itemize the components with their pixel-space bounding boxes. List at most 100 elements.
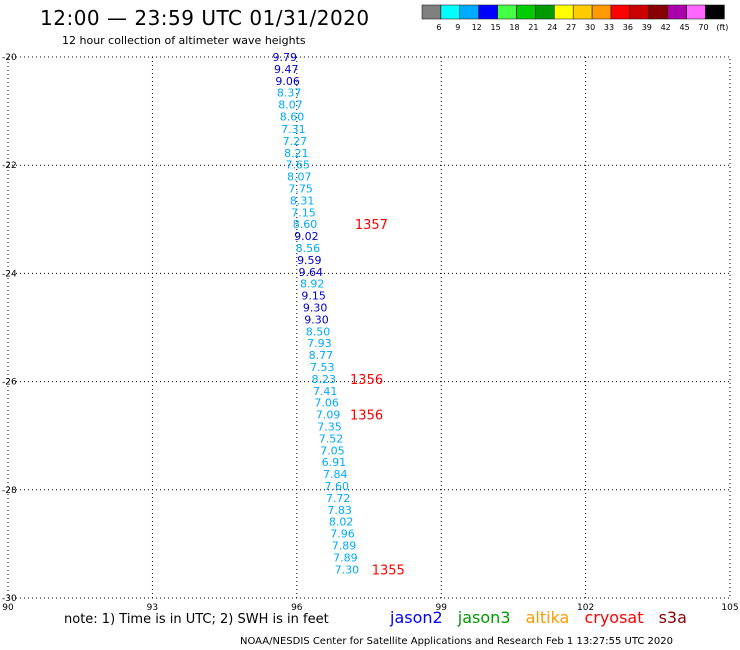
satellite-legend: jason2 jason3 altika cryosat s3a: [390, 608, 697, 627]
wave-height-label: 9.30: [303, 301, 328, 314]
legend-item-cryosat: cryosat: [584, 608, 644, 627]
colorbar-tick-label: 45: [680, 23, 690, 32]
x-tick-label: 105: [721, 603, 738, 613]
colorbar-tick-label: 24: [547, 23, 557, 32]
data-points: 9.799.479.068.378.078.607.317.278.217.65…: [273, 51, 360, 576]
colorbar-tick-label: 18: [509, 23, 519, 32]
wave-height-label: 7.53: [310, 361, 335, 374]
footer-credit: NOAA/NESDIS Center for Satellite Applica…: [240, 636, 673, 647]
colorbar-swatch: [497, 4, 517, 20]
pass-time-label: 1357: [355, 218, 388, 233]
colorbar-unit-label: (ft): [716, 23, 728, 32]
colorbar: 6 9 12 15 18 21 24 27 30 33 36 39 42 45 70 (ft): [421, 4, 728, 32]
wave-height-label: 7.06: [314, 397, 339, 410]
x-tick-label: 102: [577, 603, 594, 613]
pass-time-label: 1356: [350, 409, 383, 424]
wave-height-label: 8.60: [293, 218, 318, 231]
chart-grid: [8, 56, 730, 599]
wave-height-label: 9.06: [275, 75, 300, 88]
wave-height-label: 7.96: [330, 528, 355, 541]
colorbar-tick-label: 15: [491, 23, 501, 32]
wave-height-label: 8.92: [300, 278, 325, 291]
colorbar-swatch: [705, 4, 725, 20]
colorbar-tick-label: 42: [661, 23, 671, 32]
colorbar-swatch: [459, 4, 479, 20]
y-tick-label: -28: [2, 486, 17, 496]
wave-height-label: 7.65: [286, 159, 311, 172]
colorbar-swatch: [648, 4, 668, 20]
colorbar-swatch: [686, 4, 706, 20]
wave-height-label: 9.79: [273, 51, 298, 64]
colorbar-swatch: [610, 4, 631, 20]
wave-height-label: 7.15: [291, 206, 316, 219]
legend-item-s3a: s3a: [658, 608, 687, 627]
wave-height-label: 8.37: [277, 87, 302, 100]
wave-height-label: 8.77: [309, 349, 334, 362]
legend-item-altika: altika: [525, 608, 570, 627]
colorbar-tick-label: 12: [472, 23, 482, 32]
chart-title: 12:00 — 23:59 UTC 01/31/2020: [40, 6, 370, 30]
wave-height-label: 9.64: [299, 266, 324, 279]
wave-height-label: 7.31: [281, 123, 306, 136]
colorbar-swatch: [629, 4, 650, 20]
colorbar-tick-label: 21: [528, 23, 538, 32]
wave-height-label: 7.35: [317, 421, 342, 434]
wave-height-label: 7.09: [316, 409, 341, 422]
wave-height-label: 8.07: [287, 171, 312, 184]
wave-height-label: 8.23: [312, 373, 337, 386]
wave-height-label: 8.21: [284, 147, 309, 160]
legend-item-jason3: jason3: [457, 608, 511, 627]
colorbar-swatch: [421, 4, 442, 20]
wave-height-label: 9.02: [294, 230, 319, 243]
wave-height-label: 7.75: [288, 182, 313, 195]
wave-height-label: 7.41: [313, 385, 338, 398]
x-tick-label: 96: [291, 603, 303, 613]
x-tick-label: 99: [435, 603, 447, 613]
y-tick-label: -30: [2, 594, 17, 604]
colorbar-swatch: [516, 4, 536, 20]
wave-height-label: 7.84: [323, 468, 348, 481]
wave-height-label: 8.56: [296, 242, 321, 255]
wave-height-label: 9.15: [301, 290, 326, 303]
wave-height-label: 7.60: [325, 480, 350, 493]
colorbar-tick-label: 39: [642, 23, 652, 32]
colorbar-tick-label: 30: [585, 23, 595, 32]
wave-height-label: 9.47: [274, 63, 299, 76]
y-tick-label: -22: [2, 161, 17, 171]
pass-time-label: 1356: [350, 373, 383, 388]
colorbar-swatch: [667, 4, 687, 20]
wave-height-label: 8.31: [290, 194, 315, 207]
wave-height-label: 6.91: [322, 456, 347, 469]
y-tick-label: -20: [2, 53, 17, 63]
colorbar-swatch: [572, 4, 593, 20]
wave-height-label: 8.50: [306, 325, 331, 338]
plot-frame: [7, 56, 731, 599]
wave-height-label: 7.72: [326, 492, 351, 505]
colorbar-tick-label: 9: [455, 23, 460, 32]
wave-height-label: 7.52: [319, 432, 344, 445]
wave-height-label: 8.60: [280, 111, 305, 124]
chart-note: note: 1) Time is in UTC; 2) SWH is in fe…: [64, 612, 329, 627]
wave-height-label: 7.89: [333, 551, 358, 564]
colorbar-swatch: [554, 4, 574, 20]
wave-height-label: 8.07: [278, 99, 303, 112]
x-tick-label: 90: [2, 603, 14, 613]
colorbar-tick-label: 6: [436, 23, 441, 32]
colorbar-tick-label: 33: [604, 23, 614, 32]
wave-height-label: 7.27: [283, 135, 308, 148]
wave-height-label: 7.30: [335, 563, 360, 576]
colorbar-swatch: [535, 4, 555, 20]
colorbar-swatch: [478, 4, 498, 20]
colorbar-tick-label: 27: [566, 23, 576, 32]
y-tick-label: -26: [2, 378, 17, 388]
wave-height-label: 9.59: [297, 254, 322, 267]
colorbar-tick-label: 36: [623, 23, 633, 32]
colorbar-swatch: [591, 4, 612, 20]
chart-axes: 90 93 96 99 102 105 -20 -22 -24 -26 -28 -30: [2, 53, 739, 613]
wave-height-label: 7.89: [332, 540, 357, 553]
wave-height-label: 8.02: [329, 516, 354, 529]
legend-item-jason2: jason2: [390, 608, 443, 627]
y-tick-label: -24: [2, 269, 17, 279]
chart-subtitle: 12 hour collection of altimeter wave hei…: [62, 34, 306, 47]
